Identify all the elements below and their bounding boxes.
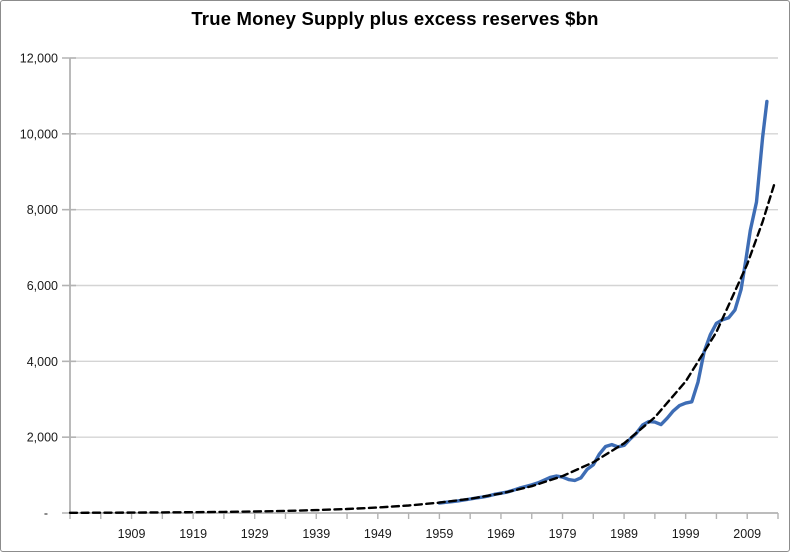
y-axis-tick-label: - bbox=[44, 507, 48, 521]
y-axis-tick-label: 2,000 bbox=[27, 431, 58, 445]
x-axis-tick-label: 1929 bbox=[241, 527, 269, 541]
trend-line-series bbox=[68, 181, 777, 514]
y-axis-tick-label: 8,000 bbox=[27, 203, 58, 217]
x-axis-tick-label: 1919 bbox=[179, 527, 207, 541]
x-axis-tick-label: 2009 bbox=[733, 527, 761, 541]
chart-title: True Money Supply plus excess reserves $… bbox=[191, 8, 599, 29]
x-axis-tick-label: 1949 bbox=[364, 527, 392, 541]
x-axis-tick-label: 1979 bbox=[549, 527, 577, 541]
x-axis-tick-label: 1939 bbox=[302, 527, 330, 541]
y-axis-tick-label: 10,000 bbox=[20, 127, 58, 141]
x-axis-tick-label: 1909 bbox=[118, 527, 146, 541]
money-supply-series bbox=[437, 99, 769, 505]
x-axis-tick-label: 1999 bbox=[672, 527, 700, 541]
y-axis-tick-label: 4,000 bbox=[27, 355, 58, 369]
y-axis-tick-label: 6,000 bbox=[27, 279, 58, 293]
x-axis-tick-label: 1969 bbox=[487, 527, 515, 541]
x-axis-tick-label: 1989 bbox=[610, 527, 638, 541]
x-axis-tick-label: 1959 bbox=[425, 527, 453, 541]
y-axis-tick-label: 12,000 bbox=[20, 52, 58, 66]
